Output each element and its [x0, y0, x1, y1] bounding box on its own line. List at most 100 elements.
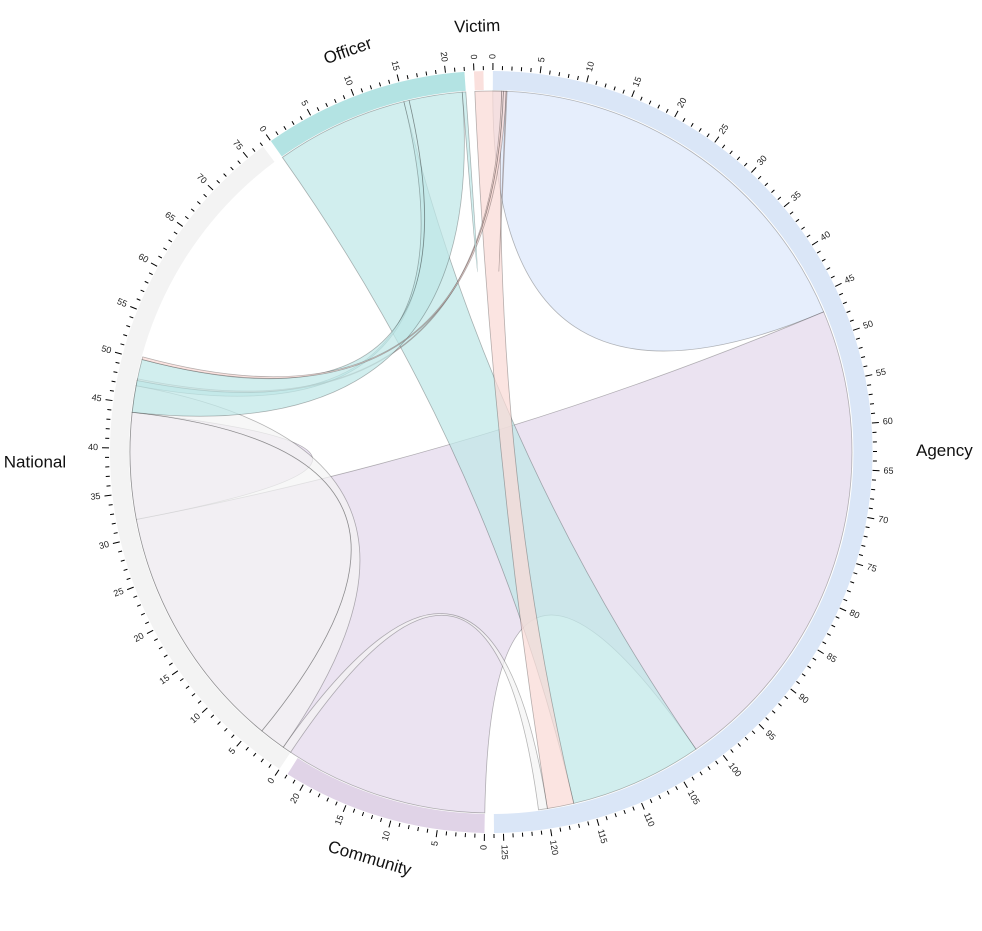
- tick-community-15: [342, 805, 347, 813]
- tick-label-agency-60: 60: [882, 416, 893, 427]
- tick-label-officer-5: 5: [299, 99, 310, 108]
- tick-label-officer-0: 0: [257, 124, 268, 134]
- tick-national-66: [184, 216, 189, 220]
- tick-officer-13: [378, 82, 382, 87]
- tick-label-national-5: 5: [227, 746, 238, 756]
- tick-agency-85: [817, 649, 824, 655]
- tick-community-17: [326, 797, 329, 802]
- tick-agency-38: [801, 226, 805, 230]
- tick-national-27: [123, 568, 128, 571]
- tick-agency-50: [852, 327, 860, 331]
- tick-community-5: [435, 830, 438, 838]
- group-arc-officer[interactable]: [270, 71, 466, 157]
- tick-community-19: [309, 789, 313, 794]
- tick-national-55: [130, 306, 137, 310]
- tick-agency-52: [858, 346, 863, 349]
- tick-national-48: [113, 371, 118, 374]
- tick-agency-46: [839, 292, 844, 296]
- tick-national-52: [123, 334, 128, 337]
- tick-agency-7: [558, 72, 561, 77]
- tick-label-officer-20: 20: [439, 51, 450, 62]
- tick-agency-93: [771, 710, 776, 714]
- tick-national-13: [185, 685, 190, 689]
- tick-agency-24: [706, 133, 710, 138]
- tick-agency-14: [622, 89, 625, 94]
- group-arc-national[interactable]: [110, 146, 291, 769]
- tick-agency-35: [783, 201, 790, 208]
- tick-agency-29: [743, 162, 748, 167]
- tick-agency-17: [648, 100, 652, 105]
- tick-national-14: [179, 678, 184, 682]
- tick-agency-8: [567, 73, 570, 78]
- tick-officer-1: [275, 131, 279, 136]
- tick-officer-16: [406, 75, 409, 80]
- tick-national-72: [223, 173, 227, 177]
- tick-agency-42: [821, 258, 826, 262]
- group-arc-community[interactable]: [287, 758, 485, 833]
- tick-national-68: [196, 201, 201, 205]
- tick-label-community-15: 15: [333, 813, 346, 826]
- tick-label-agency-120: 120: [548, 839, 560, 855]
- tick-agency-11: [595, 80, 598, 85]
- tick-agency-28: [736, 156, 741, 161]
- tick-label-agency-35: 35: [789, 189, 803, 203]
- tick-national-19: [153, 638, 158, 642]
- tick-community-9: [398, 822, 401, 827]
- tick-agency-79: [843, 598, 848, 602]
- tick-label-community-10: 10: [380, 830, 392, 842]
- tick-label-agency-15: 15: [631, 75, 644, 88]
- tick-national-54: [129, 316, 134, 319]
- tick-officer-3: [291, 120, 295, 125]
- tick-national-53: [126, 325, 131, 328]
- tick-officer-9: [342, 95, 346, 100]
- tick-national-2: [260, 758, 264, 763]
- ribbon-victim-national: [141, 90, 507, 379]
- tick-community-12: [370, 815, 374, 820]
- tick-agency-113: [614, 813, 617, 818]
- tick-agency-101: [715, 760, 719, 765]
- tick-label-national-10: 10: [188, 711, 202, 725]
- tick-national-21: [145, 621, 150, 625]
- tick-agency-53: [861, 356, 866, 359]
- tick-agency-69: [868, 507, 873, 510]
- tick-agency-86: [812, 657, 817, 661]
- tick-community-14: [352, 808, 356, 813]
- tick-agency-72: [863, 535, 868, 538]
- tick-community-21: [292, 779, 296, 784]
- tick-agency-92: [778, 703, 782, 707]
- tick-national-22: [140, 612, 145, 616]
- group-arc-victim[interactable]: [473, 71, 484, 91]
- tick-national-60: [150, 262, 158, 267]
- tick-community-16: [335, 801, 338, 806]
- tick-officer-10: [350, 88, 355, 96]
- tick-national-63: [168, 239, 173, 243]
- tick-agency-112: [623, 809, 626, 815]
- tick-agency-94: [765, 717, 769, 721]
- tick-agency-110: [641, 802, 645, 810]
- tick-national-15: [171, 670, 179, 676]
- tick-national-35: [104, 494, 112, 497]
- tick-label-agency-70: 70: [877, 514, 889, 526]
- tick-label-agency-30: 30: [755, 153, 769, 167]
- tick-agency-114: [605, 816, 608, 821]
- tick-agency-118: [568, 825, 571, 830]
- tick-national-50: [114, 351, 122, 355]
- tick-agency-116: [587, 821, 590, 826]
- tick-agency-60: [871, 422, 879, 424]
- tick-national-11: [197, 700, 202, 704]
- tick-community-13: [361, 811, 365, 817]
- tick-agency-121: [540, 830, 543, 835]
- tick-agency-75: [856, 563, 864, 567]
- tick-community-22: [284, 774, 288, 779]
- tick-agency-105: [683, 781, 688, 789]
- tick-label-national-30: 30: [98, 539, 110, 551]
- tick-agency-115: [596, 818, 600, 826]
- tick-agency-117: [578, 823, 580, 828]
- tick-officer-6: [316, 107, 320, 112]
- tick-label-agency-20: 20: [675, 96, 689, 110]
- tick-national-23: [136, 604, 142, 607]
- tick-agency-100: [722, 754, 728, 762]
- tick-agency-55: [865, 374, 873, 377]
- ribbon-national-national: [129, 411, 352, 732]
